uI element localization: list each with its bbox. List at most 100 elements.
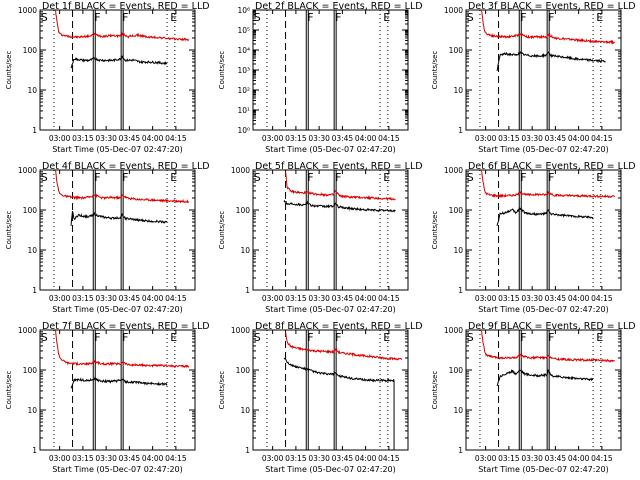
panel-title: Det 3f BLACK = Events, RED = LLD [468,1,636,12]
x-tick-label: 04:00 [142,454,164,463]
x-tick-label: 03:15 [498,294,520,303]
panel-title: Det 4f BLACK = Events, RED = LLD [42,161,210,172]
y-tick-label: 10 [453,246,463,255]
flag-marker-label: F [548,11,554,24]
x-tick-label: 04:00 [568,454,590,463]
panel-title: Det 1f BLACK = Events, RED = LLD [42,1,210,12]
lld-series-line [55,330,190,369]
x-axis-label: Start Time (05-Dec-07 02:47:20) [265,465,396,474]
start-marker-label: S [41,331,48,344]
y-tick-label: 100 [23,46,38,55]
x-tick-label: 03:30 [95,294,117,303]
flag-marker-label: F [548,171,554,184]
y-tick-label: 10 [27,406,37,415]
panel-title: Det 2f BLACK = Events, RED = LLD [255,1,423,12]
x-axis-label: Start Time (05-Dec-07 02:47:20) [478,465,609,474]
x-tick-label: 04:00 [142,294,164,303]
x-tick-label: 04:00 [355,294,377,303]
end-marker-label: E [170,331,177,344]
detector-panel-4: Det 4f BLACK = Events, RED = LLD Counts/s… [5,161,210,314]
y-tick-label: 100 [449,206,464,215]
y-tick-label: 1000 [18,326,37,335]
x-tick-label: 03:45 [332,134,354,143]
panel-title: Det 9f BLACK = Events, RED = LLD [468,321,636,332]
x-tick-label: 04:15 [378,454,400,463]
x-axis-label: Start Time (05-Dec-07 02:47:20) [52,465,183,474]
y-axis-label: Counts/sec [431,211,439,250]
y-tick-label: 10¹ [237,106,250,115]
lld-series-line [55,170,190,204]
events-series-line [496,51,606,72]
x-tick-label: 03:00 [49,454,71,463]
y-axis-label: Counts/sec [5,51,13,90]
y-tick-label: 10 [240,246,250,255]
x-tick-label: 03:15 [72,134,94,143]
start-marker-label: S [41,11,48,24]
lld-series-line [481,10,615,46]
panel-title: Det 6f BLACK = Events, RED = LLD [468,161,636,172]
x-tick-label: 04:00 [568,294,590,303]
events-series-line [70,210,168,226]
x-tick-label: 03:45 [119,294,141,303]
x-tick-label: 04:15 [591,134,613,143]
y-tick-label: 1000 [444,326,463,335]
x-tick-label: 03:45 [545,134,567,143]
x-tick-label: 03:15 [498,134,520,143]
flag-marker-label: F [307,331,313,344]
x-tick-label: 03:00 [49,134,71,143]
y-tick-label: 1000 [231,326,250,335]
y-tick-label: 100 [23,206,38,215]
x-tick-label: 04:15 [165,294,187,303]
lld-series-line [285,331,402,361]
flag-marker-label: F [94,331,100,344]
x-axis-label: Start Time (05-Dec-07 02:47:20) [265,305,396,314]
y-tick-label: 1 [245,286,250,295]
start-marker-label: S [467,11,474,24]
events-series-line [283,357,395,383]
end-marker-label: E [170,11,177,24]
start-marker-label: S [254,171,261,184]
x-axis-label: Start Time (05-Dec-07 02:47:20) [265,145,396,154]
events-series-line [70,55,168,69]
x-tick-label: 04:15 [591,454,613,463]
x-tick-label: 03:45 [119,134,141,143]
x-tick-label: 03:15 [285,454,307,463]
x-tick-label: 03:00 [49,294,71,303]
x-tick-label: 03:15 [72,454,94,463]
start-marker-label: S [41,171,48,184]
panel-title: Det 7f BLACK = Events, RED = LLD [42,321,210,332]
y-tick-label: 1000 [444,166,463,175]
end-marker-label: E [596,11,603,24]
detector-panel-1: Det 1f BLACK = Events, RED = LLD Counts/s… [5,1,210,154]
y-axis-label: Counts/sec [5,211,13,250]
flag-marker-label: F [520,11,526,24]
x-tick-label: 03:45 [332,294,354,303]
end-marker-label: E [383,11,390,24]
lld-series-line [481,330,615,363]
x-tick-label: 03:15 [285,294,307,303]
plot-frame [465,9,622,131]
plot-frame [465,169,622,291]
lld-series-line [481,170,615,199]
end-marker-label: E [383,171,390,184]
y-tick-label: 10⁵ [237,26,250,35]
x-tick-label: 03:45 [545,454,567,463]
x-axis-label: Start Time (05-Dec-07 02:47:20) [478,145,609,154]
y-tick-label: 1000 [18,166,37,175]
y-tick-label: 100 [236,206,251,215]
x-tick-label: 03:15 [285,134,307,143]
lld-series-line [285,171,396,202]
y-tick-label: 1 [458,446,463,455]
plot-frame [252,9,409,131]
y-tick-label: 1 [32,446,37,455]
x-axis-label: Start Time (05-Dec-07 02:47:20) [52,145,183,154]
x-tick-label: 03:30 [521,134,543,143]
flag-marker-label: F [122,331,128,344]
start-marker-label: S [467,171,474,184]
panel-title: Det 8f BLACK = Events, RED = LLD [255,321,423,332]
y-tick-label: 10 [27,246,37,255]
x-tick-label: 03:30 [95,134,117,143]
flag-marker-label: F [307,171,313,184]
flag-marker-label: F [122,11,128,24]
plot-frame [39,329,196,451]
